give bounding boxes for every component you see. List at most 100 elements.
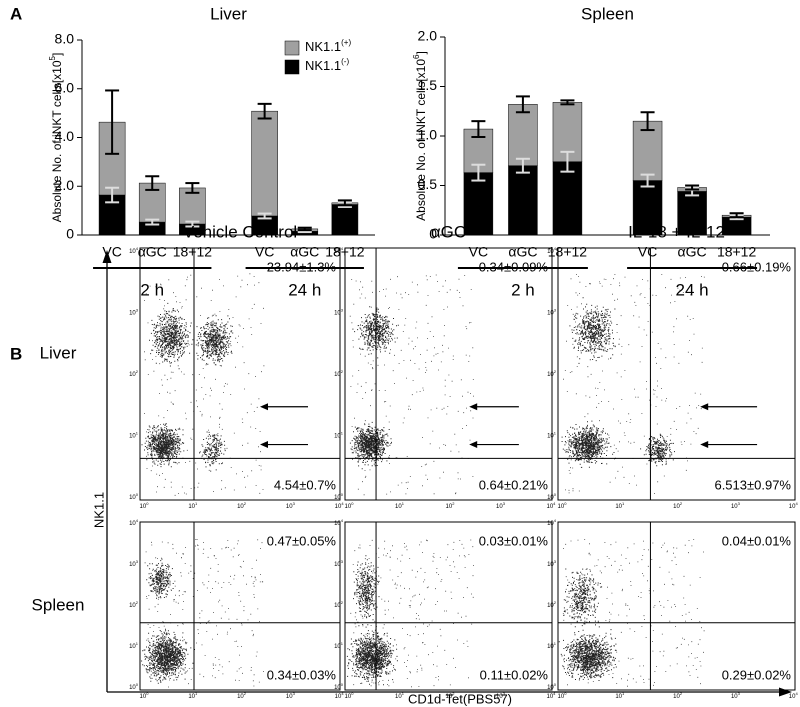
plot-box xyxy=(139,247,341,501)
log-tick-label: 103 xyxy=(334,308,344,317)
tick-exponent: 3 xyxy=(136,559,139,564)
tick-base: 10 xyxy=(188,694,195,700)
y-tick-label: 2.0 xyxy=(418,28,438,44)
tick-exponent: 1 xyxy=(622,691,625,696)
group-label: 2 h xyxy=(140,280,164,299)
x-tick-label: VC xyxy=(255,244,274,260)
tick-base: 10 xyxy=(731,694,738,700)
log-tick-label: 102 xyxy=(129,369,139,378)
log-tick-label: 101 xyxy=(334,431,344,440)
quadrant-percent: 0.34±0.09% xyxy=(479,259,549,274)
error-bar xyxy=(560,150,575,173)
tick-exponent: 2 xyxy=(554,600,557,605)
tick-exponent: 3 xyxy=(554,559,557,564)
plot-box xyxy=(139,521,341,691)
tick-base: 10 xyxy=(129,495,136,501)
error-bar xyxy=(729,212,744,219)
log-tick-label: 100 xyxy=(129,682,139,691)
chart-title: Spleen xyxy=(581,4,634,23)
bar-segment xyxy=(508,104,538,166)
tick-base: 10 xyxy=(496,504,503,510)
tick-base: 10 xyxy=(286,504,293,510)
y-tick-label: 1.5 xyxy=(418,77,438,93)
log-tick-label: 100 xyxy=(558,501,568,510)
tick-exponent: 4 xyxy=(341,518,344,523)
quadrant-percent: 4.54±0.7% xyxy=(274,477,337,492)
tick-base: 10 xyxy=(673,504,680,510)
tick-exponent: 1 xyxy=(136,431,139,436)
tick-base: 10 xyxy=(286,694,293,700)
tick-exponent: 4 xyxy=(554,518,557,523)
tick-exponent: 0 xyxy=(146,501,149,506)
dot-cluster xyxy=(561,274,705,494)
tick-base: 10 xyxy=(334,249,341,255)
tick-exponent: 3 xyxy=(503,501,506,506)
tick-base: 10 xyxy=(237,694,244,700)
log-tick-label: 101 xyxy=(334,641,344,650)
tick-exponent: 0 xyxy=(554,492,557,497)
error-bar xyxy=(640,173,655,188)
y-label-text: Absolute No. of iNKT cells[x10 xyxy=(414,59,428,221)
tick-exponent: 2 xyxy=(341,600,344,605)
tick-exponent: 2 xyxy=(244,501,247,506)
log-tick-label: 103 xyxy=(496,691,506,700)
tick-base: 10 xyxy=(395,504,402,510)
quadrant-percent: 0.66±0.19% xyxy=(722,259,792,274)
tick-exponent: 3 xyxy=(341,308,344,313)
tick-base: 10 xyxy=(547,603,554,609)
plot-box xyxy=(344,247,553,501)
tick-exponent: 0 xyxy=(341,492,344,497)
log-tick-label: 100 xyxy=(140,691,150,700)
tick-exponent: 0 xyxy=(341,682,344,687)
plot-box xyxy=(557,247,796,501)
tick-exponent: 1 xyxy=(195,501,198,506)
quadrant-percent: 0.29±0.02% xyxy=(722,667,792,682)
tick-exponent: 3 xyxy=(136,308,139,313)
tick-base: 10 xyxy=(546,694,553,700)
bar-segment xyxy=(677,191,707,236)
tick-exponent: 2 xyxy=(341,369,344,374)
error-bar xyxy=(257,102,272,120)
arrow-head xyxy=(700,441,709,449)
x-tick-label: αGC xyxy=(290,244,319,260)
tick-base: 10 xyxy=(547,685,554,691)
quadrant-percent: 0.03±0.01% xyxy=(479,533,549,548)
tick-base: 10 xyxy=(547,372,554,378)
log-tick-label: 100 xyxy=(345,691,355,700)
legend-label: NK1.1(+) xyxy=(305,38,351,54)
error-bar xyxy=(560,99,575,106)
tick-base: 10 xyxy=(673,694,680,700)
tick-base: 10 xyxy=(334,521,341,527)
tick-exponent: 1 xyxy=(402,501,405,506)
tick-exponent: 1 xyxy=(341,641,344,646)
tick-exponent: 0 xyxy=(136,682,139,687)
tick-exponent: 2 xyxy=(680,501,683,506)
quadrant-percent: 23.94±1.3% xyxy=(267,259,337,274)
column-title: Vehicle Control xyxy=(183,222,297,241)
y-tick-label: 1.0 xyxy=(418,127,438,143)
log-tick-label: 100 xyxy=(547,682,557,691)
arrow-head xyxy=(469,403,478,411)
tick-base: 10 xyxy=(237,504,244,510)
tick-exponent: 3 xyxy=(503,691,506,696)
tick-base: 10 xyxy=(334,433,341,439)
x-tick-label: αGC xyxy=(508,244,537,260)
log-tick-label: 101 xyxy=(615,691,625,700)
tick-base: 10 xyxy=(334,372,341,378)
quadrant-percent: 6.513±0.97% xyxy=(714,477,791,492)
tick-base: 10 xyxy=(140,694,147,700)
log-tick-label: 103 xyxy=(286,691,296,700)
y-label-exponent: 5 xyxy=(48,55,57,60)
error-bar xyxy=(471,120,486,138)
tick-exponent: 1 xyxy=(402,691,405,696)
legend-name: NK1.1 xyxy=(305,39,341,54)
bar-segment xyxy=(508,165,538,236)
log-tick-label: 102 xyxy=(129,600,139,609)
error-bar xyxy=(105,89,120,155)
quadrant-percent: 0.11±0.02% xyxy=(480,667,549,682)
tick-base: 10 xyxy=(547,644,554,650)
tick-exponent: 1 xyxy=(195,691,198,696)
tick-base: 10 xyxy=(334,685,341,691)
error-bar xyxy=(640,111,655,132)
